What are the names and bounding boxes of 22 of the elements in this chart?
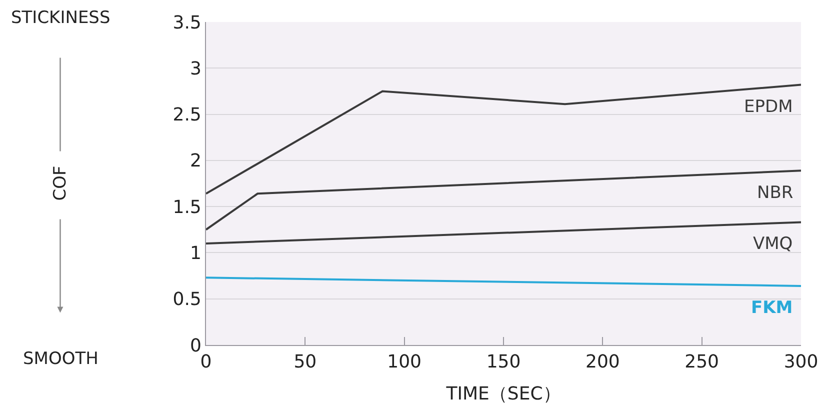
x-tick-label: 50 xyxy=(294,352,317,373)
series-label: EPDM xyxy=(744,97,793,117)
x-tick-label: 150 xyxy=(486,352,521,373)
series-label: NBR xyxy=(757,183,794,203)
text: STICKINESS xyxy=(11,8,110,28)
y-tick-label: 3 xyxy=(190,58,202,80)
x-tick-label: 250 xyxy=(684,352,720,373)
text: SMOOTH xyxy=(23,349,98,369)
y-tick-label: 3.5 xyxy=(172,12,202,34)
x-tick-label: 100 xyxy=(387,352,422,373)
x-tick-label: 200 xyxy=(585,352,620,373)
x-tick-label: 300 xyxy=(784,352,818,373)
y-tick-label: 0 xyxy=(190,335,202,356)
text: COF xyxy=(50,166,71,201)
y-tick-label: 0.5 xyxy=(172,289,202,310)
y-tick-label: 1 xyxy=(190,243,202,264)
y-tick-label: 2 xyxy=(190,150,202,172)
y-tick-label: 1.5 xyxy=(172,196,202,218)
x-axis-title: TIME（SEC） xyxy=(445,384,561,405)
series-label: FKM xyxy=(751,298,793,318)
y-tick-label: 2.5 xyxy=(172,104,202,126)
series-label: VMQ xyxy=(753,234,793,254)
